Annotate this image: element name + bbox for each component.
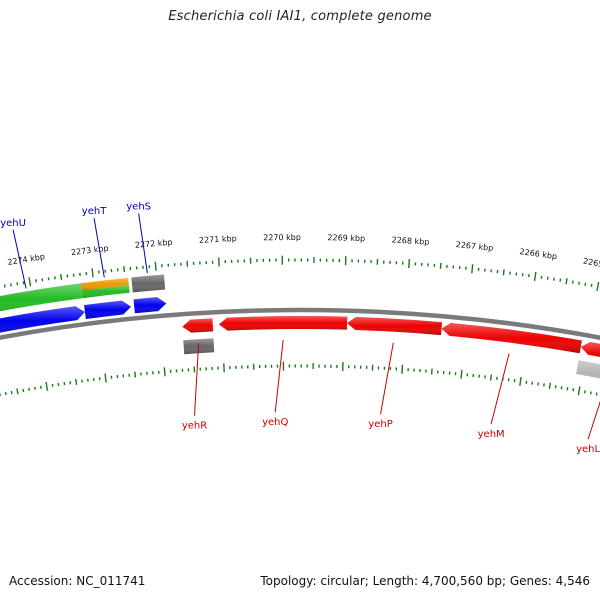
scale-tick — [489, 374, 493, 381]
scale-label: 2272 kbp — [135, 238, 173, 250]
gene-label-yehP[interactable]: yehP — [368, 419, 392, 430]
scale-tick — [502, 269, 505, 276]
scale-tick — [154, 261, 157, 271]
leader-yehR — [194, 343, 200, 416]
cds-yehR-shading — [182, 318, 214, 333]
scale-label: 2267 kbp — [455, 240, 493, 253]
leader-yehQ — [274, 340, 284, 413]
scale-tick — [566, 387, 569, 391]
scale-label: 2274 kbp — [7, 252, 46, 267]
leader-yehL — [587, 400, 600, 440]
scale-tick — [28, 387, 31, 391]
scale-tick — [572, 388, 575, 392]
inner-scale-ticks — [0, 361, 598, 397]
genome-backbone — [0, 307, 600, 341]
scale-tick — [565, 278, 568, 285]
cog-yehU-shading — [0, 283, 84, 312]
cds-yehS-shading — [133, 297, 167, 314]
cds-yehM-shading — [441, 322, 582, 354]
scale-tick — [596, 281, 600, 292]
gene-labels: yehU yehT yehS yehR yehQ yehP yehM yehL — [0, 201, 600, 455]
cog-yehT-a-shading — [81, 277, 129, 291]
scale-tick — [163, 367, 166, 377]
scale-tick — [584, 390, 586, 394]
scale-label: 2269 kbp — [327, 233, 365, 243]
gene-label-yehM[interactable]: yehM — [478, 429, 505, 440]
scale-tick — [10, 283, 12, 287]
scale-tick — [548, 382, 552, 389]
leader-yehT — [93, 218, 105, 278]
scale-tick — [519, 376, 522, 386]
gene-label-yehS[interactable]: yehS — [126, 201, 151, 212]
scale-tick — [22, 388, 25, 392]
cds-yehT-shading — [84, 300, 132, 319]
scale-tick — [16, 388, 19, 395]
scale-tick — [560, 386, 563, 390]
scale-tick — [590, 283, 593, 287]
scale-tick — [28, 277, 32, 287]
scale-label: 2273 kbp — [71, 244, 110, 258]
cog-yehS-shading — [131, 274, 166, 293]
scale-tick — [595, 392, 598, 396]
scale-label: 2265 kbp — [582, 257, 600, 273]
outer-scale-labels: 2274 kbp 2273 kbp 2272 kbp 2271 kbp 2270 kbp… — [7, 233, 600, 272]
cog-yehL-shading — [576, 360, 600, 379]
gene-label-yehR[interactable]: yehR — [182, 421, 207, 432]
leader-yehU — [12, 229, 27, 289]
scale-tick — [10, 390, 13, 395]
scale-tick — [439, 262, 442, 269]
cog-yehT-b-shading — [82, 285, 130, 299]
gene-label-yehT[interactable]: yehT — [82, 206, 107, 217]
cds-yehU-shading — [0, 306, 85, 333]
scale-label: 2268 kbp — [391, 235, 429, 246]
scale-tick — [533, 271, 537, 281]
scale-tick — [408, 258, 411, 269]
scale-tick — [75, 378, 78, 385]
scale-tick — [577, 386, 581, 396]
scale-tick — [471, 264, 474, 274]
scale-tick — [60, 273, 63, 281]
leader-yehM — [490, 353, 510, 425]
gene-tracks — [0, 274, 600, 379]
scale-tick — [104, 373, 107, 383]
scale-tick — [45, 381, 49, 391]
gene-label-yehU[interactable]: yehU — [0, 218, 26, 229]
cds-yehP-shading — [347, 316, 443, 336]
scale-tick — [589, 391, 592, 395]
scale-label: 2266 kbp — [519, 247, 558, 261]
scale-label: 2270 kbp — [263, 233, 301, 242]
scale-tick — [584, 282, 587, 286]
scale-tick — [3, 284, 6, 288]
leader-yehP — [380, 342, 394, 415]
scale-tick — [134, 371, 137, 378]
scale-tick — [4, 391, 7, 396]
cds-yehL-shading — [580, 342, 600, 358]
scale-tick — [460, 369, 463, 379]
accession-label: Accession: NC_011741 — [9, 574, 146, 588]
scale-tick — [16, 282, 19, 286]
scale-label: 2271 kbp — [199, 234, 237, 245]
scale-tick — [123, 266, 126, 273]
gene-label-leaders — [12, 213, 600, 440]
genome-summary: Topology: circular; Length: 4,700,560 bp… — [260, 574, 590, 588]
scale-tick — [401, 364, 404, 374]
scale-tick — [91, 268, 94, 278]
map-title: Escherichia coli IAI1, complete genome — [168, 9, 432, 24]
gene-label-yehQ[interactable]: yehQ — [262, 417, 288, 428]
outer-scale-ticks — [3, 255, 600, 292]
gene-label-yehL[interactable]: yehL — [576, 444, 600, 455]
leader-yehS — [138, 213, 148, 274]
scale-tick — [34, 386, 36, 390]
scale-tick — [430, 368, 433, 375]
cds-yehQ-shading — [218, 315, 348, 331]
